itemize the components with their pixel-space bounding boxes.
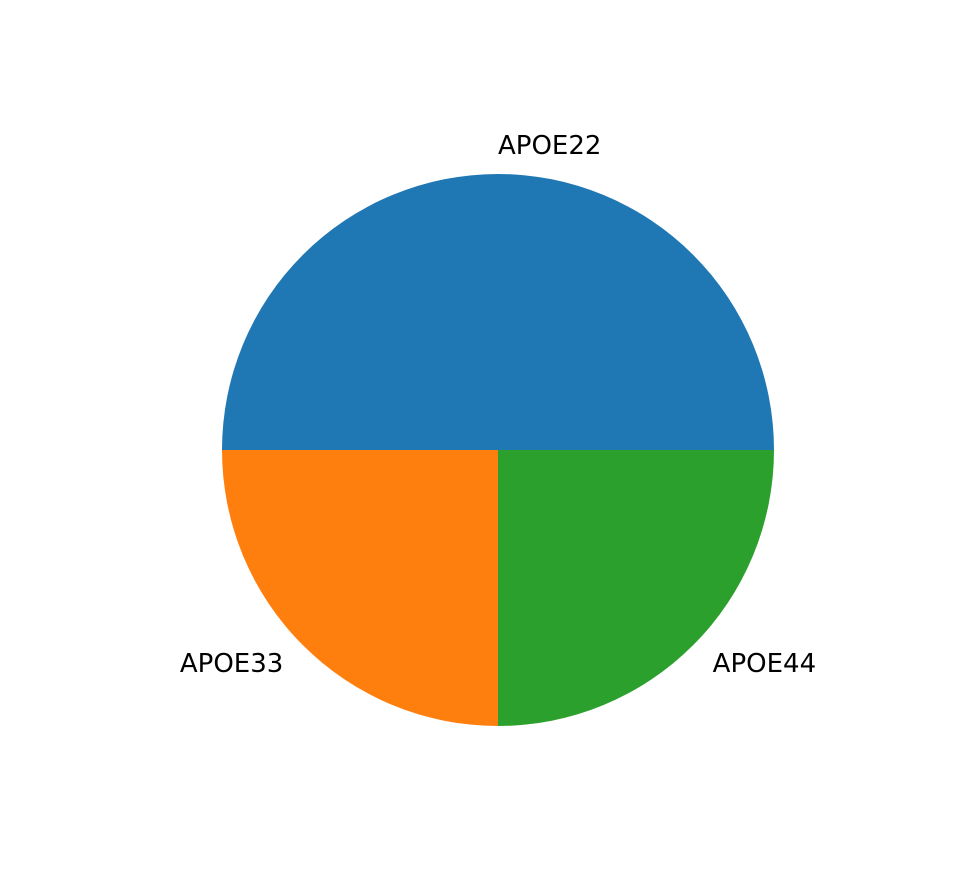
pie-slice-apoe22 (222, 174, 774, 450)
pie-label-apoe22: APOE22 (498, 131, 601, 161)
pie-label-apoe44: APOE44 (713, 649, 816, 679)
pie-label-apoe33: APOE33 (180, 649, 283, 679)
pie-slices (222, 174, 774, 726)
pie-slice-apoe44 (498, 450, 774, 726)
pie-labels: APOE22 APOE33 APOE44 (180, 131, 816, 679)
pie-slice-apoe33 (222, 450, 498, 726)
